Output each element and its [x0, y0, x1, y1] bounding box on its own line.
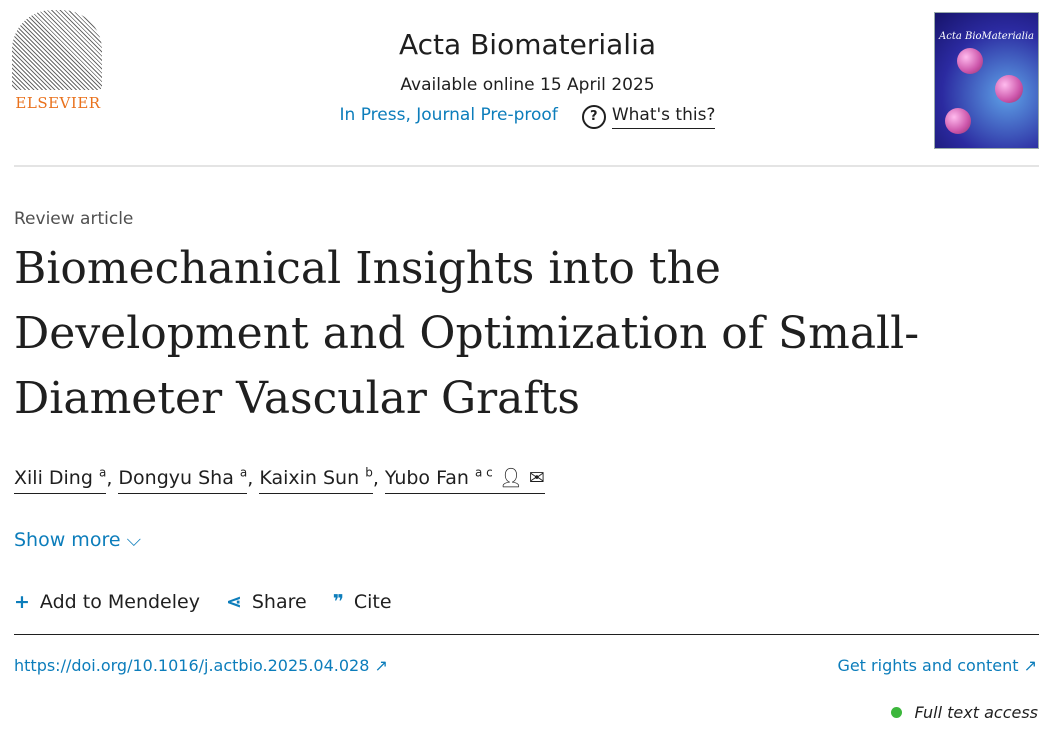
article-title: Biomechanical Insights into the Developm…	[14, 243, 920, 424]
divider	[14, 165, 1039, 167]
cite-button[interactable]: ❞ Cite	[332, 591, 392, 613]
access-status: Full text access	[891, 703, 1038, 722]
journal-header: Acta Biomaterialia Available online 15 A…	[0, 28, 1055, 129]
share-button[interactable]: ⋖ Share	[225, 591, 307, 613]
article-type: Review article	[14, 209, 134, 229]
elsevier-logo[interactable]: ELSEVIER	[12, 10, 104, 112]
author-link[interactable]: Kaixin Sun b	[259, 466, 373, 495]
share-icon: ⋖	[225, 591, 242, 613]
available-online: Available online 15 April 2025	[400, 75, 655, 95]
publisher-name: ELSEVIER	[15, 94, 101, 112]
elsevier-tree-icon	[12, 10, 102, 90]
question-icon: ?	[581, 105, 606, 129]
author-list: Xili Ding a, Dongyu Sha a, Kaixin Sun b,…	[14, 466, 545, 495]
email-icon: ✉︎	[529, 467, 545, 490]
author-link[interactable]: Xili Ding a	[14, 466, 107, 495]
journal-cover[interactable]: Acta BioMaterialia	[934, 12, 1039, 149]
article-actions: + Add to Mendeley ⋖ Share ❞ Cite	[14, 591, 392, 613]
rights-link[interactable]: Get rights and content ↗	[837, 656, 1037, 675]
pre-proof-status[interactable]: In Press, Journal Pre-proof	[339, 105, 558, 125]
author-link[interactable]: Dongyu Sha a	[118, 466, 248, 495]
plus-icon: +	[14, 591, 30, 613]
add-to-mendeley-button[interactable]: + Add to Mendeley	[14, 591, 200, 613]
divider	[14, 634, 1039, 635]
status-dot-icon	[891, 707, 903, 718]
quote-icon: ❞	[332, 591, 344, 613]
cover-title: Acta BioMaterialia	[939, 31, 1034, 42]
journal-title[interactable]: Acta Biomaterialia	[398, 28, 657, 61]
person-icon: 👤︎	[498, 467, 523, 490]
chevron-down-icon: ⌵	[126, 529, 141, 551]
show-more-button[interactable]: Show more ⌵	[14, 529, 141, 551]
author-link[interactable]: Yubo Fan a c 👤︎ ✉︎	[384, 466, 545, 495]
doi-link[interactable]: https://doi.org/10.1016/j.actbio.2025.04…	[14, 656, 388, 675]
whats-this-link[interactable]: What's this?	[611, 105, 716, 129]
